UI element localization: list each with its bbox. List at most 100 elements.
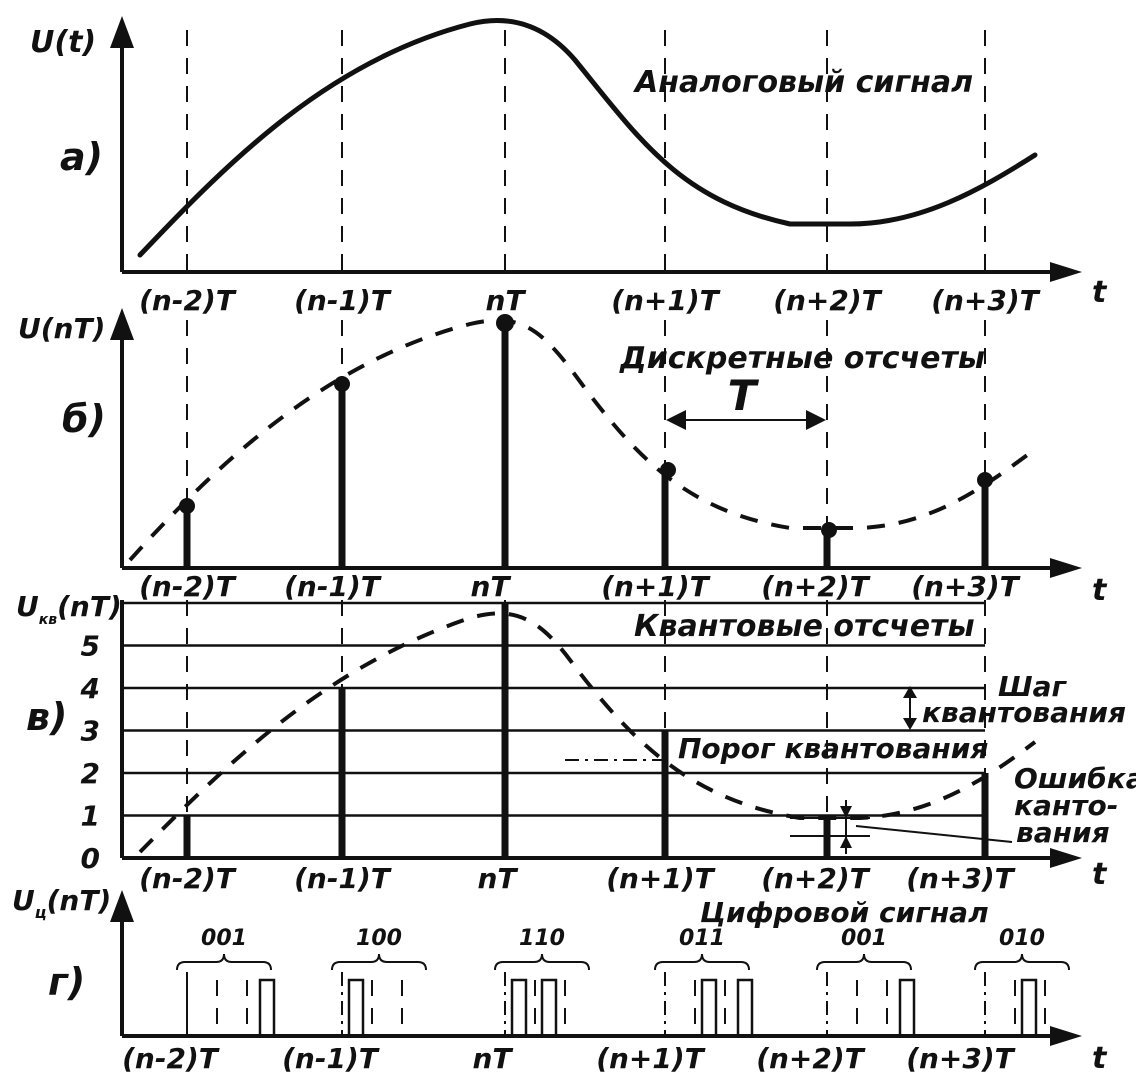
sample-point	[660, 462, 676, 478]
tick-label: nT	[485, 284, 526, 317]
tick-label: (n+2)T	[761, 570, 870, 603]
panel-c-y-label-main: U	[16, 590, 39, 623]
code-label: 110	[519, 926, 565, 951]
tick-label: (n-1)T	[294, 862, 392, 895]
panel-a-y-arrow	[110, 16, 134, 48]
panel-a-y-label: U(t)	[30, 25, 96, 60]
panel-a-letter: а)	[60, 135, 103, 179]
pulse	[1020, 978, 1038, 1036]
error-arrow-down-head	[840, 836, 852, 848]
code-group: 100	[331, 926, 427, 1036]
quantization-level-label: 2	[81, 757, 100, 790]
code-brace	[331, 953, 427, 971]
panel-b-x-label: t	[1092, 573, 1108, 608]
code-label: 001	[841, 926, 887, 951]
tick-label: (n-2)T	[139, 862, 237, 895]
panel-b-stems	[179, 314, 993, 568]
code-brace	[494, 953, 590, 971]
tick-label: (n+1)T	[596, 1042, 705, 1075]
panel-d-y-arrow	[110, 890, 134, 922]
tick-label: (n-2)T	[139, 284, 237, 317]
panel-c-tick-labels: (n-2)T (n-1)T nT (n+1)T (n+2)T (n+3)T	[139, 862, 1016, 895]
tick-label: (n+3)T	[911, 570, 1020, 603]
panel-a-guides	[186, 30, 986, 278]
pulse	[258, 978, 276, 1036]
error-label-line-1: Ошибка	[1014, 762, 1136, 795]
tick-label: (n+3)T	[931, 284, 1040, 317]
error-label-line-3: вания	[1016, 816, 1110, 849]
quantization-level-label: 4	[80, 672, 100, 705]
code-group: 001	[176, 926, 276, 1036]
panel-d-caption: Цифровой сигнал	[700, 896, 989, 929]
panel-a: U(t) а) Аналоговый сигнал t (n-2)T (n-1)…	[30, 16, 1108, 317]
error-leader-line	[855, 825, 1013, 843]
tick-label: (n-1)T	[284, 570, 382, 603]
panel-b-y-label: U(nT)	[18, 312, 105, 345]
quantization-level-label: 5	[81, 630, 100, 663]
panel-b-caption: Дискретные отсчеты	[619, 341, 985, 376]
tick-label: (n+1)T	[611, 284, 720, 317]
tick-label: (n-2)T	[139, 570, 237, 603]
analog-signal-curve	[137, 17, 1038, 258]
quantized-envelope-curve	[138, 611, 1037, 854]
tick-label: (n+2)T	[773, 284, 882, 317]
panel-d-y-label: Uц(nT)	[12, 884, 111, 922]
pulse	[540, 978, 558, 1036]
panel-c-letter: в)	[26, 695, 67, 739]
code-brace	[974, 953, 1070, 971]
threshold-label: Порог квантования	[678, 732, 988, 765]
panel-c-y-label: Uкв(nT)	[16, 590, 122, 628]
code-group: 110	[494, 926, 590, 1036]
panel-c-y-label-sub: кв	[39, 612, 58, 628]
period-arrow-left-head	[666, 410, 686, 430]
panel-c-caption: Квантовые отсчеты	[634, 609, 975, 644]
period-arrow-right-head	[806, 410, 826, 430]
tick-label: nT	[472, 1042, 513, 1075]
tick-label: nT	[477, 862, 518, 895]
pulse	[347, 978, 365, 1036]
tick-label: (n+2)T	[756, 1042, 865, 1075]
tick-label: (n+1)T	[606, 862, 715, 895]
code-group: 001	[816, 926, 916, 1036]
tick-label: (n-2)T	[122, 1042, 220, 1075]
code-label: 010	[999, 926, 1045, 951]
panel-a-caption: Аналоговый сигнал	[633, 65, 973, 100]
panel-c-x-label: t	[1092, 857, 1108, 892]
quantization-level-label: 0	[81, 842, 100, 875]
sampled-envelope-curve	[128, 318, 1032, 562]
panel-b-letter: б)	[62, 397, 106, 441]
code-label: 100	[356, 926, 402, 951]
panel-c-y-label-tail: (nT)	[57, 590, 122, 623]
error-arrow-up-head	[840, 806, 852, 818]
tick-label: (n-1)T	[282, 1042, 380, 1075]
pulse	[898, 978, 916, 1036]
panel-b-y-arrow	[110, 308, 134, 340]
panel-b-tick-labels: (n-2)T (n-1)T nT (n+1)T (n+2)T (n+3)T	[139, 570, 1021, 603]
panel-d-x-label: t	[1092, 1041, 1108, 1076]
step-arrow-up-head	[903, 686, 917, 698]
panel-d-x-arrow	[1050, 1026, 1082, 1046]
code-label: 011	[679, 926, 725, 951]
panel-d-y-label-main: U	[12, 884, 35, 917]
period-label: T	[728, 371, 760, 420]
code-group: 011	[654, 926, 754, 1036]
tick-label: nT	[470, 570, 511, 603]
quantized-stems	[183, 603, 989, 858]
quantization-level-label: 3	[81, 715, 100, 748]
code-brace	[654, 953, 750, 971]
error-label-line-2: канто-	[1014, 789, 1118, 822]
tick-label: (n+3)T	[906, 862, 1015, 895]
panel-d-tick-labels: (n-2)T (n-1)T nT (n+1)T (n+2)T (n+3)T	[122, 1042, 1016, 1075]
step-arrow-down-head	[903, 718, 917, 730]
pulse-trains: 001 100 110 011 001 010	[176, 926, 1070, 1036]
pulse	[736, 978, 754, 1036]
panel-d-y-label-sub: ц	[35, 903, 47, 922]
code-group: 010	[974, 926, 1070, 1036]
sample-point	[977, 472, 993, 488]
pulse	[510, 978, 528, 1036]
panel-a-x-arrow	[1050, 262, 1082, 282]
panel-d: 001 100 110 011 001 010 Uц(nT) г) Цифровой си…	[12, 884, 1108, 1076]
quantization-levels: 0 1 2 3 4 5	[80, 601, 985, 875]
